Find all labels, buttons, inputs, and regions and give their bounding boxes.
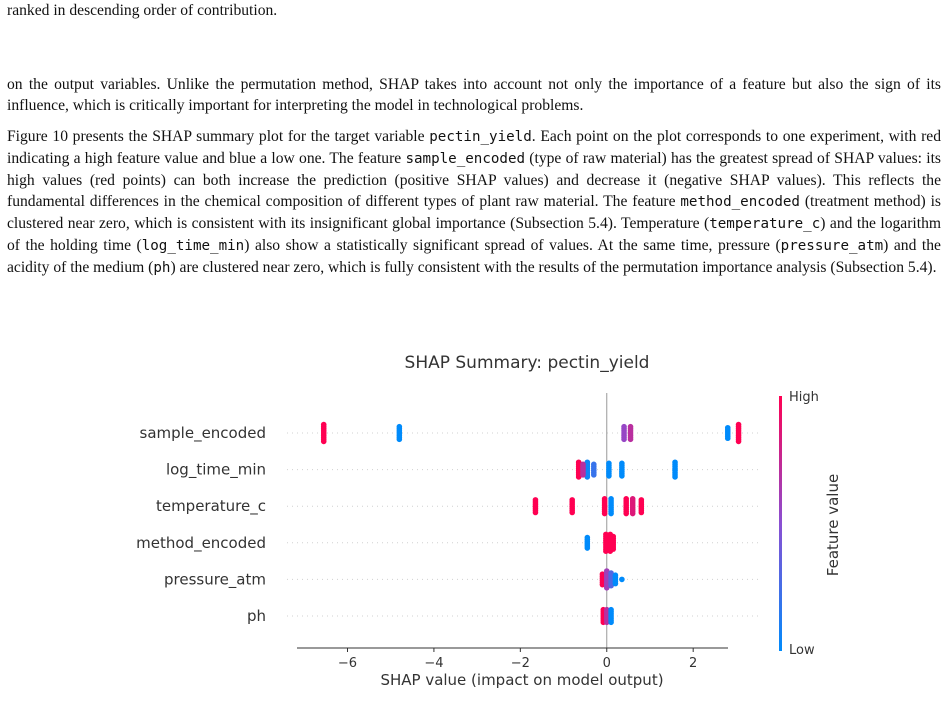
shap-summary-figure: SHAP Summary: pectin_yield −6 −4 −2 0 2 SHAP v… bbox=[136, 353, 842, 689]
shap-point bbox=[590, 472, 597, 478]
code-identifier: pressure_atm bbox=[780, 238, 884, 254]
text-segment: ) are clustered near zero, which is full… bbox=[170, 259, 937, 276]
x-tick-label: −4 bbox=[424, 656, 443, 671]
shap-point bbox=[396, 436, 403, 443]
shap-point bbox=[599, 581, 606, 588]
shap-point bbox=[627, 436, 634, 443]
feature-label: pressure_atm bbox=[164, 570, 266, 589]
shap-point bbox=[606, 473, 612, 479]
shap-point bbox=[619, 473, 625, 479]
x-axis-label: SHAP value (impact on model output) bbox=[380, 671, 663, 689]
shap-point bbox=[610, 546, 617, 552]
shap-point bbox=[621, 436, 627, 443]
text-segment: Figure 10 presents the SHAP summary plot… bbox=[7, 128, 430, 145]
code-identifier: sample_encoded bbox=[405, 151, 526, 167]
feature-label: temperature_c bbox=[156, 497, 266, 516]
code-identifier: method_encoded bbox=[680, 194, 800, 210]
colorbar-high-label: High bbox=[789, 390, 819, 405]
shap-point bbox=[724, 435, 731, 442]
shap-point bbox=[608, 582, 614, 589]
x-tick-label: 0 bbox=[603, 656, 611, 671]
feature-label: log_time_min bbox=[166, 461, 266, 480]
code-identifier: ph bbox=[153, 260, 171, 276]
text-segment: ) and the acidity of the medium ( bbox=[7, 237, 941, 276]
x-tick-label: −6 bbox=[338, 656, 357, 671]
shap-point bbox=[608, 510, 614, 517]
shap-point bbox=[569, 509, 575, 516]
shap-point bbox=[612, 580, 619, 587]
shap-point bbox=[584, 545, 591, 551]
shap-point bbox=[629, 510, 636, 517]
colorbar-low-label: Low bbox=[789, 643, 815, 658]
paragraph-fragment: ranked in descending order of contributi… bbox=[7, 2, 278, 19]
shap-point bbox=[575, 474, 582, 480]
shap-point bbox=[580, 472, 586, 478]
code-identifier: pectin_yield bbox=[429, 129, 532, 145]
paragraph-figure-description: Figure 10 presents the SHAP summary plot… bbox=[7, 126, 941, 279]
shap-point bbox=[735, 438, 742, 445]
shap-point bbox=[603, 585, 610, 591]
x-tick-label: −2 bbox=[511, 656, 530, 671]
feature-label: ph bbox=[247, 607, 266, 625]
colorbar-label: Feature value bbox=[824, 474, 842, 576]
paragraph-shap-intro: on the output variables. Unlike the perm… bbox=[7, 76, 941, 114]
code-identifier: log_time_min bbox=[141, 238, 245, 254]
shap-point bbox=[603, 548, 609, 554]
feature-label: method_encoded bbox=[136, 534, 266, 553]
shap-point bbox=[608, 619, 614, 626]
shap-point bbox=[619, 576, 625, 583]
text-segment: . Each point on the plot corresponds to … bbox=[7, 128, 941, 167]
shap-point bbox=[584, 474, 591, 480]
text-segment: (type of raw material) has the greatest … bbox=[7, 150, 941, 210]
x-tick-label: 2 bbox=[689, 656, 697, 671]
shap-point bbox=[623, 510, 630, 517]
shap-point bbox=[603, 619, 610, 626]
shap-point bbox=[320, 438, 327, 445]
shap-point bbox=[532, 509, 539, 516]
feature-label: sample_encoded bbox=[140, 424, 266, 443]
code-identifier: temperature_c bbox=[709, 216, 821, 232]
shap-point bbox=[638, 509, 645, 516]
text-segment: (treatment method) is clustered near zer… bbox=[7, 193, 941, 232]
chart-title: SHAP Summary: pectin_yield bbox=[405, 353, 650, 373]
text-segment: ) and the logarithm of the holding time … bbox=[7, 215, 941, 254]
shap-point bbox=[672, 474, 678, 480]
paper-fragment-top: ranked in descending order of contributi… bbox=[7, 0, 941, 21]
colorbar bbox=[779, 396, 782, 651]
text-segment: ) also show a statistically significant … bbox=[244, 237, 781, 254]
shap-point bbox=[601, 510, 608, 517]
